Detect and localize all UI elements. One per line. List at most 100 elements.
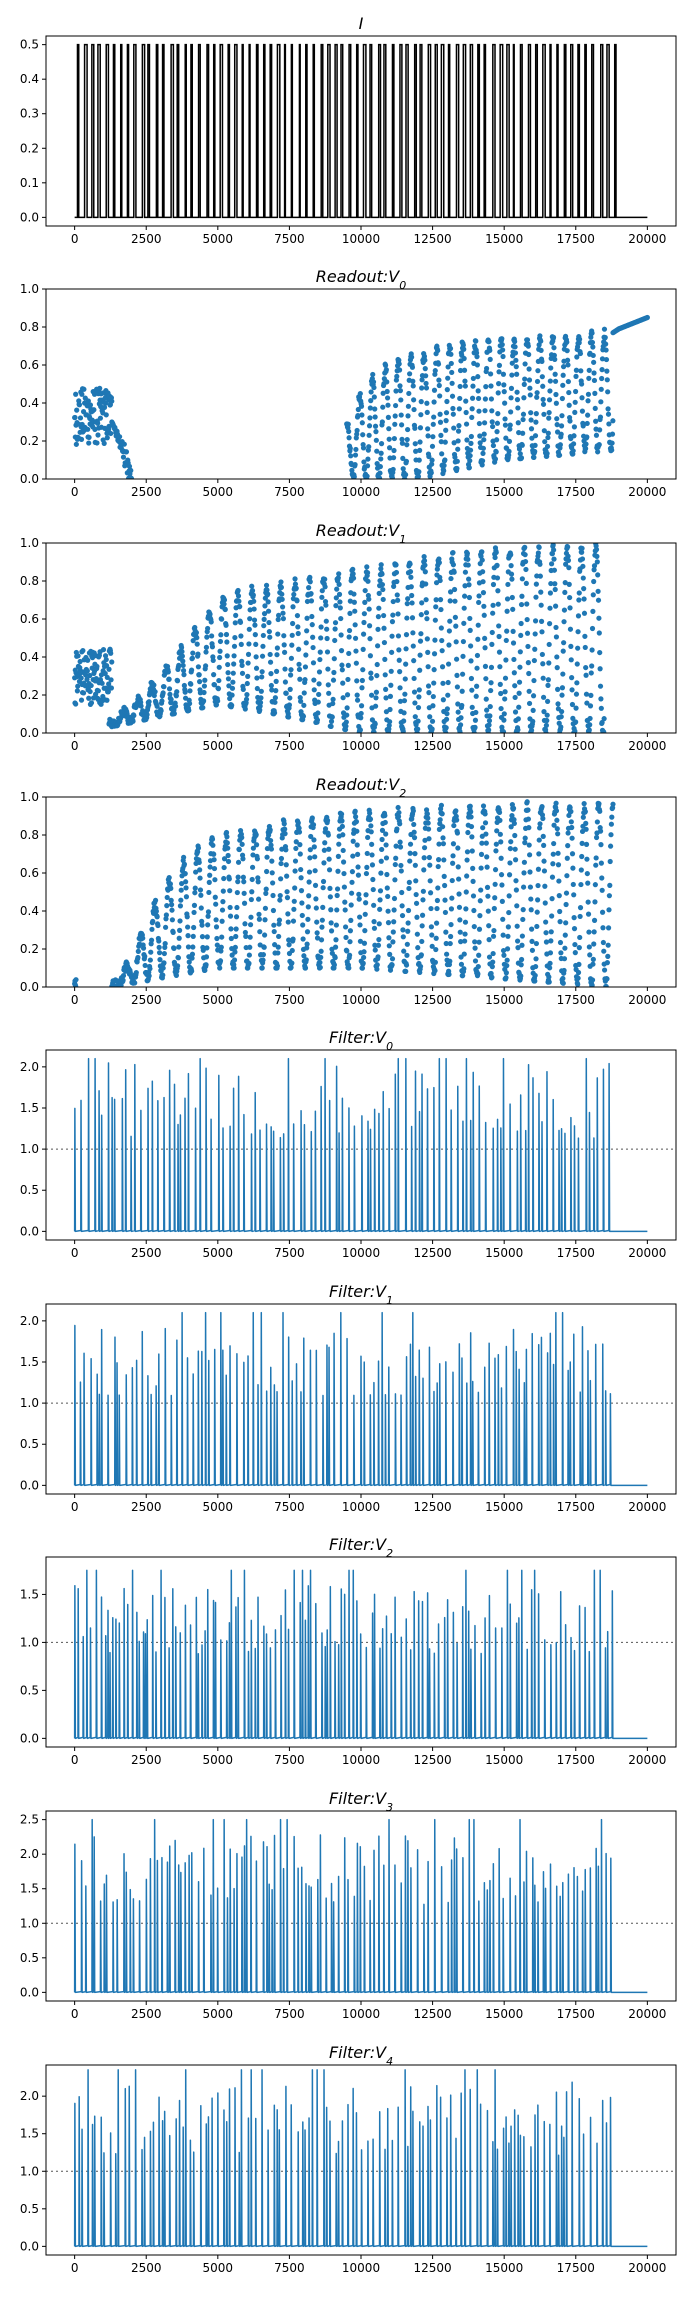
data-point [355, 872, 362, 878]
data-point [205, 909, 212, 915]
data-point [376, 475, 383, 479]
data-point [352, 808, 358, 814]
data-point [431, 667, 437, 673]
data-point [599, 887, 605, 893]
data-point [585, 899, 591, 905]
data-point [256, 916, 262, 922]
data-point [574, 680, 580, 686]
data-point [343, 723, 349, 729]
data-point [356, 896, 362, 902]
data-point [451, 569, 457, 575]
data-point [387, 706, 393, 713]
data-point [575, 645, 581, 651]
data-point [576, 590, 582, 596]
x-tick-label: 17500 [557, 1246, 595, 1260]
data-point [465, 829, 471, 836]
data-point [598, 705, 604, 711]
data-point [547, 950, 554, 956]
data-point [317, 649, 323, 655]
data-point [527, 392, 533, 398]
data-point [256, 911, 262, 917]
data-point [476, 420, 482, 427]
data-point [445, 692, 451, 698]
data-point [577, 336, 583, 342]
data-point [376, 921, 382, 927]
data-point [379, 571, 385, 577]
data-point [121, 441, 127, 447]
data-point [433, 597, 439, 603]
data-point [476, 408, 482, 414]
data-point [429, 443, 436, 449]
data-point [120, 454, 127, 460]
x-tick-label: 5000 [203, 1246, 234, 1260]
data-point [537, 573, 543, 579]
data-point [441, 462, 447, 469]
y-tick-label: 0.5 [20, 1683, 39, 1697]
x-tick-label: 20000 [628, 1500, 666, 1514]
data-point [335, 575, 341, 581]
data-point [279, 591, 285, 597]
data-point [474, 362, 480, 368]
data-point [418, 399, 424, 405]
data-point [169, 907, 175, 913]
data-point [566, 402, 572, 408]
data-point [292, 858, 299, 864]
data-point [518, 962, 524, 968]
data-point [403, 661, 409, 667]
y-tick-label: 1.5 [20, 1882, 39, 1896]
data-point [240, 856, 246, 862]
data-point [167, 881, 173, 887]
data-point [441, 857, 447, 863]
data-point [216, 677, 222, 684]
data-point [476, 926, 483, 932]
data-point [411, 675, 417, 682]
data-point [528, 410, 534, 416]
data-point [419, 600, 425, 606]
data-point [445, 375, 451, 381]
data-point [372, 721, 378, 727]
y-tick-label: 0.1 [20, 176, 39, 190]
data-point [502, 422, 509, 428]
data-point [479, 549, 485, 555]
data-point [572, 409, 578, 415]
data-point [219, 934, 225, 940]
data-point [389, 633, 395, 639]
data-point [422, 837, 428, 843]
data-point [511, 670, 517, 676]
data-point [220, 899, 226, 905]
data-point [540, 675, 546, 681]
data-point [462, 583, 468, 589]
panel-title-subscript: 0 [399, 279, 406, 292]
data-point [551, 345, 557, 351]
data-point [274, 963, 281, 969]
data-point [436, 857, 442, 863]
data-point [430, 421, 436, 427]
data-point [373, 437, 379, 443]
data-point [360, 432, 366, 438]
data-point [515, 727, 521, 733]
data-point [464, 437, 470, 443]
data-point [570, 715, 576, 721]
data-point [603, 347, 609, 353]
data-point [411, 829, 417, 835]
data-point [448, 575, 454, 582]
data-point [379, 419, 385, 425]
data-point [341, 884, 347, 890]
data-point [505, 933, 511, 939]
data-point [323, 618, 329, 624]
data-point [428, 924, 434, 930]
data-point [488, 687, 494, 694]
data-point [577, 350, 584, 357]
data-point [502, 675, 509, 681]
data-point [415, 718, 421, 724]
data-point [109, 659, 115, 665]
data-point [342, 924, 349, 930]
data-point [508, 824, 514, 830]
data-point [588, 670, 594, 676]
data-point [374, 966, 380, 972]
data-point [340, 832, 346, 838]
data-point [278, 860, 284, 867]
data-point [583, 664, 589, 671]
data-point [367, 636, 373, 642]
data-point [430, 703, 436, 709]
